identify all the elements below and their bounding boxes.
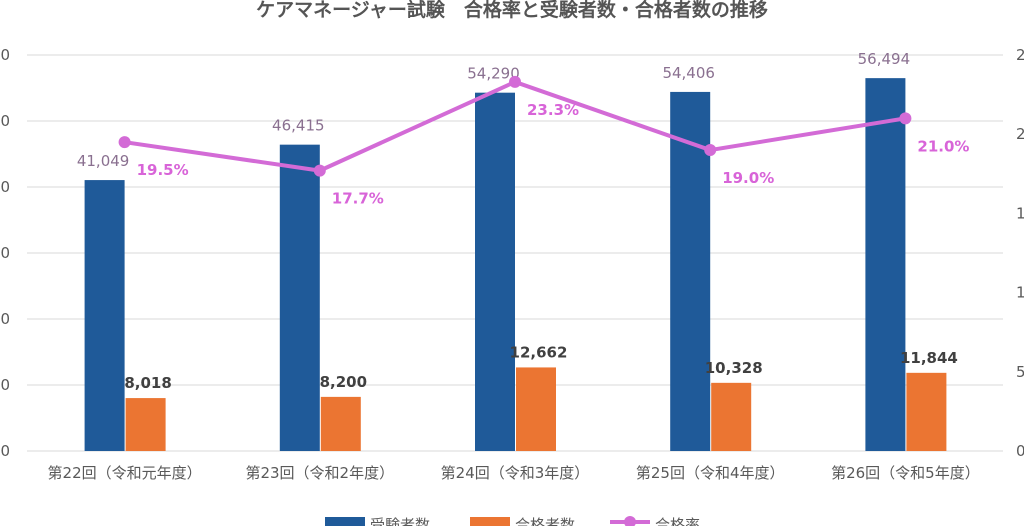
data-label-examinees: 46,415 — [272, 117, 325, 135]
legend-swatch — [470, 517, 510, 526]
data-label-examinees: 41,049 — [77, 152, 130, 170]
bar-passers — [516, 367, 556, 451]
bar-examinees — [475, 92, 515, 451]
left-axis-tick: 10,000 — [0, 376, 10, 394]
legend-swatch — [325, 517, 365, 526]
bar-examinees — [84, 180, 125, 451]
data-label-examinees: 56,494 — [858, 50, 911, 68]
data-label-pass-rate: 17.7% — [332, 190, 384, 208]
data-label-passers: 12,662 — [510, 343, 568, 361]
data-label-pass-rate: 19.0% — [722, 169, 774, 187]
category-label: 第24回（令和3年度） — [441, 464, 590, 482]
line-point — [509, 75, 521, 88]
left-axis-tick: 40,000 — [0, 178, 10, 196]
data-label-examinees: 54,406 — [662, 64, 715, 82]
legend-label: 合格率 — [655, 516, 700, 526]
data-label-examinees: 54,290 — [467, 65, 520, 83]
right-axis-tick: 0% — [1016, 442, 1024, 460]
bar-passers — [906, 372, 947, 451]
data-label-passers: 8,200 — [320, 373, 367, 391]
data-label-passers: 11,844 — [900, 349, 958, 367]
legend-label: 受験者数 — [370, 516, 430, 526]
right-axis-tick: 15% — [1016, 204, 1024, 222]
right-axis-tick: 10% — [1016, 284, 1024, 302]
category-label: 第23回（令和2年度） — [245, 464, 394, 482]
left-axis-tick: 20,000 — [0, 310, 10, 328]
data-label-passers: 8,018 — [124, 374, 171, 392]
category-label: 第22回（令和元年度） — [48, 464, 202, 482]
data-label-pass-rate: 19.5% — [137, 161, 189, 179]
bar-passers — [320, 396, 361, 451]
data-label-pass-rate: 23.3% — [527, 101, 579, 119]
right-axis-tick: 20% — [1016, 125, 1024, 143]
line-point — [313, 164, 326, 177]
right-axis-tick: 25% — [1016, 46, 1024, 64]
data-label-pass-rate: 21.0% — [917, 137, 969, 155]
bar-examinees — [279, 144, 320, 451]
category-label: 第25回（令和4年度） — [636, 464, 785, 482]
line-point — [899, 112, 912, 125]
bar-passers — [125, 398, 166, 451]
data-label-passers: 10,328 — [705, 359, 763, 377]
chart-title: ケアマネージャー試験 合格率と受験者数・合格者数の推移 — [256, 0, 768, 21]
left-axis-tick: 60,000 — [0, 46, 10, 64]
line-point — [118, 136, 131, 149]
category-label: 第26回（令和5年度） — [831, 464, 980, 482]
bar-examinees — [865, 78, 906, 452]
left-axis-tick: 30,000 — [0, 244, 10, 262]
bar-passers — [711, 382, 752, 451]
left-axis-tick: 0 — [0, 442, 10, 460]
bar-examinees — [670, 91, 711, 451]
legend-label: 合格者数 — [515, 516, 575, 526]
legend-marker — [624, 516, 636, 526]
line-point — [704, 144, 717, 157]
right-axis-tick: 5% — [1016, 363, 1024, 381]
left-axis-tick: 50,000 — [0, 112, 10, 130]
